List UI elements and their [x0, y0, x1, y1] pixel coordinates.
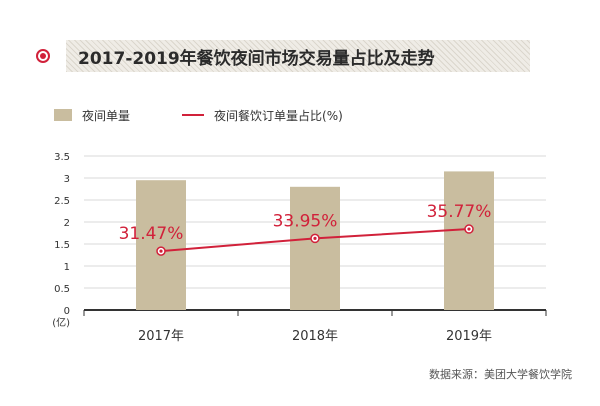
line-point-core: [467, 227, 471, 231]
y-tick-label: 2: [64, 218, 70, 229]
legend-line-swatch: [182, 114, 205, 116]
bullet-target-icon: [36, 49, 50, 63]
y-tick-label: 1: [64, 262, 70, 273]
y-tick-label: 0.5: [54, 284, 70, 295]
x-tick-label: 2018年: [292, 329, 338, 344]
source-note: 数据来源：美团大学餐饮学院: [429, 368, 572, 381]
y-unit-label: (亿): [52, 316, 70, 329]
legend: 夜间单量 夜间餐饮订单量占比(%): [54, 106, 343, 124]
y-tick-label: 0: [64, 306, 70, 317]
data-label: 35.77%: [427, 202, 492, 222]
bar: [444, 171, 494, 310]
title-bar: 2017-2019年餐饮夜间市场交易量占比及走势: [36, 40, 530, 72]
y-tick-label: 3.5: [54, 152, 70, 163]
legend-bar-label: 夜间单量: [82, 108, 131, 123]
y-tick-label: 2.5: [54, 196, 70, 207]
legend-bar-swatch: [54, 109, 72, 121]
bar: [290, 186, 340, 310]
chart-title: 2017-2019年餐饮夜间市场交易量占比及走势: [66, 40, 530, 72]
bar: [136, 180, 186, 310]
y-tick-label: 1.5: [54, 240, 70, 251]
legend-item-bar: 夜间单量: [54, 107, 130, 124]
x-tick-label: 2017年: [138, 329, 184, 344]
line-point-core: [159, 249, 163, 253]
y-tick-label: 3: [64, 174, 70, 185]
legend-line-label: 夜间餐饮订单量占比(%): [214, 108, 343, 123]
line-point-core: [313, 236, 317, 240]
x-tick-label: 2019年: [446, 329, 492, 344]
legend-item-line: 夜间餐饮订单量占比(%): [182, 107, 343, 124]
data-label: 31.47%: [119, 224, 184, 244]
data-label: 33.95%: [273, 211, 338, 231]
